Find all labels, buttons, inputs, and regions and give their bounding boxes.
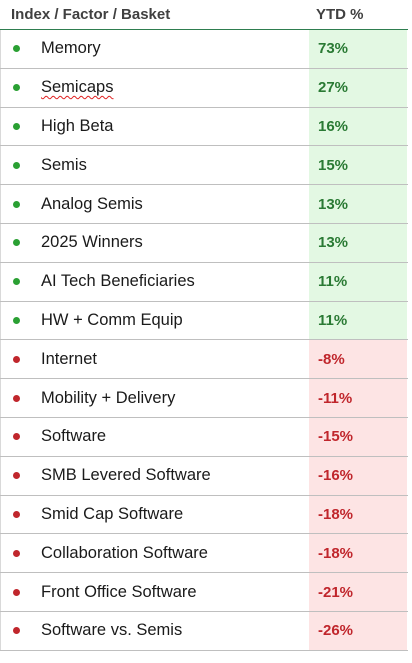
table-row[interactable]: Software vs. Semis -26% <box>0 611 408 651</box>
table-row[interactable]: Analog Semis 13% <box>0 185 408 224</box>
header-ytd-column: YTD % <box>316 6 364 23</box>
table-row[interactable]: High Beta 16% <box>0 107 408 147</box>
ytd-value[interactable]: 11% <box>309 262 407 301</box>
table-row[interactable]: HW + Comm Equip 11% <box>0 301 408 341</box>
table-row[interactable]: Software -15% <box>0 417 408 457</box>
table-row[interactable]: Smid Cap Software -18% <box>0 495 408 535</box>
ytd-value[interactable]: -16% <box>309 456 407 495</box>
ytd-value[interactable]: -26% <box>309 611 407 650</box>
row-name: Semis <box>41 155 87 174</box>
table-row[interactable]: 2025 Winners 13% <box>0 223 408 263</box>
row-name: Mobility + Delivery <box>41 388 176 407</box>
row-name: Front Office Software <box>41 582 197 601</box>
status-dot-icon <box>13 433 20 441</box>
ytd-value[interactable]: 73% <box>309 30 407 68</box>
status-dot-icon <box>13 472 20 480</box>
table-row[interactable]: Front Office Software -21% <box>0 573 408 612</box>
row-name: Semicaps <box>41 78 114 97</box>
name-cell[interactable]: Internet <box>0 340 309 379</box>
row-name: Memory <box>41 39 101 58</box>
header-name-column: Index / Factor / Basket <box>11 6 171 23</box>
name-cell[interactable]: Smid Cap Software <box>0 495 309 534</box>
status-dot-icon <box>13 627 20 635</box>
row-name: SMB Levered Software <box>41 466 211 485</box>
row-name: Internet <box>41 349 97 368</box>
name-cell[interactable]: Memory <box>0 30 309 68</box>
row-name: Smid Cap Software <box>41 504 184 523</box>
status-dot-icon <box>13 316 20 324</box>
status-dot-icon <box>13 84 20 92</box>
ytd-value[interactable]: 15% <box>309 146 407 185</box>
name-cell[interactable]: Analog Semis <box>0 185 309 223</box>
name-cell[interactable]: Software vs. Semis <box>0 611 309 650</box>
status-dot-icon <box>13 588 20 596</box>
ytd-value[interactable]: -11% <box>309 379 407 417</box>
status-dot-icon <box>13 200 20 208</box>
name-cell[interactable]: Semis <box>0 146 309 185</box>
table-row[interactable]: Memory 73% <box>0 30 408 69</box>
row-name: Analog Semis <box>41 194 143 213</box>
ytd-value[interactable]: -18% <box>309 495 407 534</box>
row-name: Collaboration Software <box>41 543 208 562</box>
name-cell[interactable]: Collaboration Software <box>0 534 309 573</box>
performance-table: Index / Factor / Basket YTD % Memory 73% S… <box>0 0 408 651</box>
name-cell[interactable]: AI Tech Beneficiaries <box>0 262 309 301</box>
name-cell[interactable]: SMB Levered Software <box>0 456 309 495</box>
ytd-value[interactable]: 11% <box>309 301 407 340</box>
table-row[interactable]: Semis 15% <box>0 146 408 186</box>
ytd-value[interactable]: 27% <box>309 68 407 107</box>
ytd-value[interactable]: 16% <box>309 107 407 146</box>
ytd-value[interactable]: 13% <box>309 223 407 262</box>
ytd-value[interactable]: 13% <box>309 185 407 223</box>
status-dot-icon <box>13 122 20 130</box>
ytd-value[interactable]: -21% <box>309 573 407 611</box>
table-row[interactable]: Semicaps 27% <box>0 68 408 108</box>
table-row[interactable]: Mobility + Delivery -11% <box>0 379 408 418</box>
table-row[interactable]: SMB Levered Software -16% <box>0 456 408 496</box>
table-row[interactable]: Internet -8% <box>0 340 408 380</box>
row-name: Software vs. Semis <box>41 621 183 640</box>
table-row[interactable]: Collaboration Software -18% <box>0 534 408 574</box>
status-dot-icon <box>13 394 20 402</box>
row-name: AI Tech Beneficiaries <box>41 272 195 291</box>
status-dot-icon <box>13 278 20 286</box>
row-name: High Beta <box>41 116 114 135</box>
status-dot-icon <box>13 510 20 518</box>
name-cell[interactable]: Semicaps <box>0 68 309 107</box>
name-cell[interactable]: Software <box>0 417 309 456</box>
row-name: 2025 Winners <box>41 233 143 252</box>
name-cell[interactable]: Mobility + Delivery <box>0 379 309 417</box>
status-dot-icon <box>13 239 20 247</box>
name-cell[interactable]: High Beta <box>0 107 309 146</box>
status-dot-icon <box>13 549 20 557</box>
ytd-value[interactable]: -15% <box>309 417 407 456</box>
table-row[interactable]: AI Tech Beneficiaries 11% <box>0 262 408 302</box>
name-cell[interactable]: Front Office Software <box>0 573 309 611</box>
row-name: Software <box>41 427 107 446</box>
name-cell[interactable]: HW + Comm Equip <box>0 301 309 340</box>
ytd-value[interactable]: -8% <box>309 340 407 379</box>
table-header: Index / Factor / Basket YTD % <box>0 0 408 30</box>
row-name: HW + Comm Equip <box>41 310 183 329</box>
table-body: Memory 73% Semicaps 27% High Beta 16% Semis 15%… <box>0 30 408 651</box>
status-dot-icon <box>13 161 20 169</box>
ytd-value[interactable]: -18% <box>309 534 407 573</box>
status-dot-icon <box>13 45 20 53</box>
name-cell[interactable]: 2025 Winners <box>0 223 309 262</box>
status-dot-icon <box>13 355 20 363</box>
